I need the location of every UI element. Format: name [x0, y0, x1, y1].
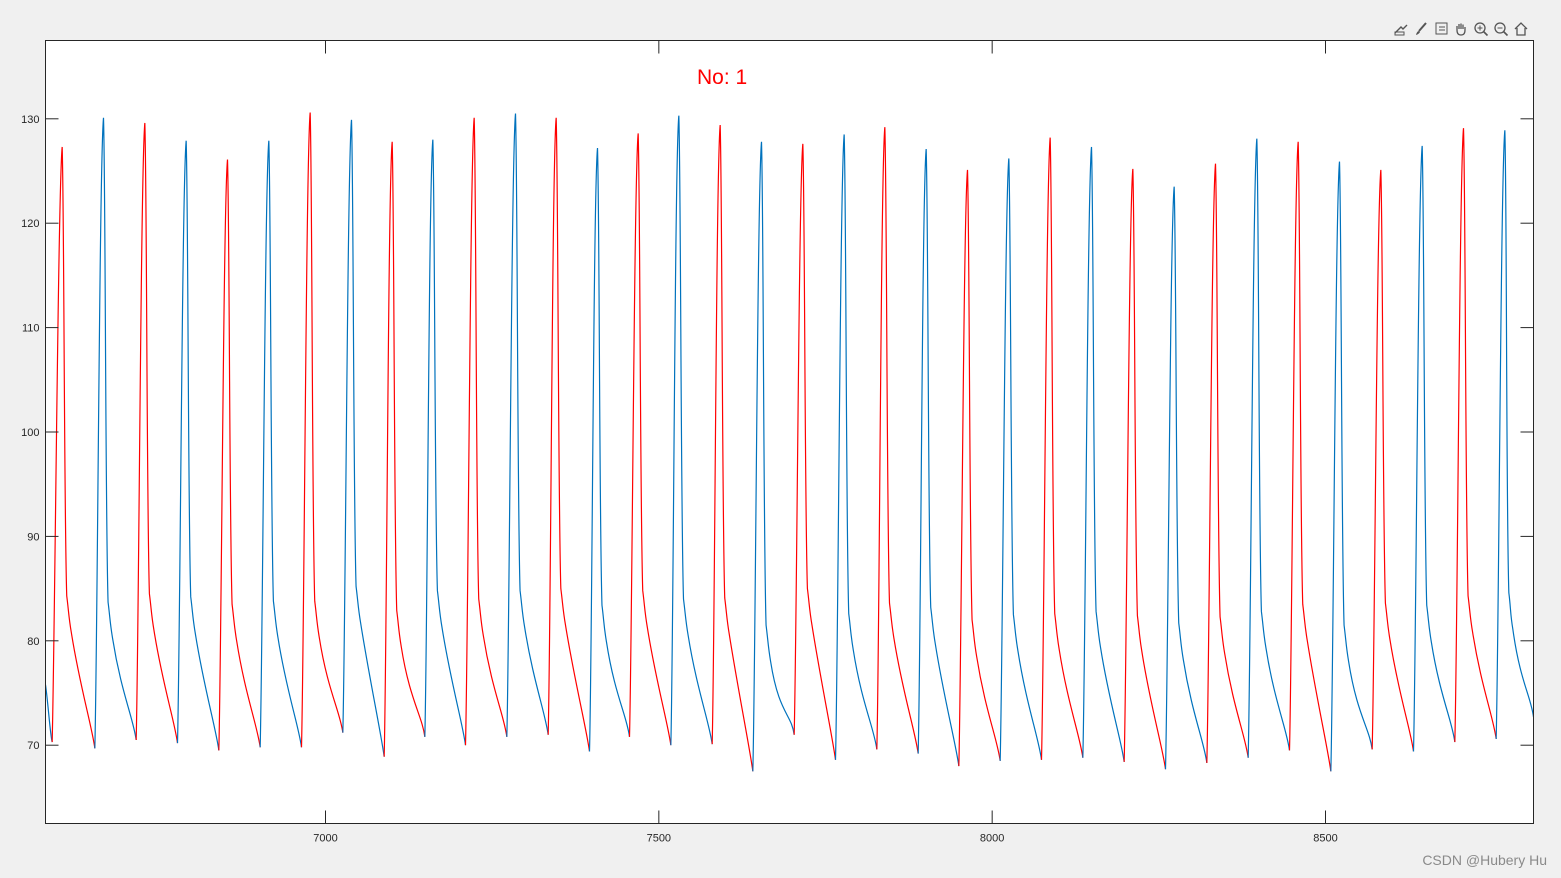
- series-line: [1247, 138, 1291, 758]
- series-line: [793, 143, 837, 760]
- series-line: [218, 159, 261, 751]
- home-button[interactable]: [1512, 19, 1530, 39]
- x-tick-label: 8500: [1313, 833, 1337, 845]
- series-line: [1123, 168, 1167, 770]
- axes-toolbar: [1392, 18, 1530, 40]
- series-line: [1082, 146, 1125, 762]
- series-line: [1040, 137, 1084, 760]
- axes-box: [45, 40, 1534, 824]
- series-line: [51, 146, 96, 749]
- y-tick-label: 80: [27, 636, 39, 648]
- y-tick-label: 90: [27, 531, 39, 543]
- x-tick-label: 7000: [313, 833, 337, 845]
- series-line: [834, 134, 878, 760]
- y-tick-label: 70: [27, 740, 39, 752]
- series-line: [342, 119, 385, 757]
- series-line: [1288, 141, 1332, 772]
- series-line: [1495, 130, 1534, 739]
- series-line: [1412, 145, 1456, 752]
- series-line: [917, 149, 960, 767]
- series-layer: [45, 112, 1534, 772]
- series-line: [1330, 161, 1373, 772]
- chart-title: No: 1: [697, 66, 747, 89]
- series-line: [711, 125, 754, 772]
- pan-icon: [1456, 23, 1466, 36]
- export-icon: [1394, 24, 1408, 36]
- brush-button[interactable]: [1412, 19, 1430, 39]
- brush-icon: [1416, 22, 1427, 35]
- series-line: [1454, 128, 1497, 743]
- x-tick-label: 7500: [647, 833, 671, 845]
- series-line: [876, 127, 919, 754]
- series-line: [958, 169, 1001, 767]
- y-tick-label: 100: [21, 427, 39, 439]
- series-line: [464, 117, 508, 746]
- series-line: [300, 112, 344, 748]
- series-line: [1206, 163, 1249, 763]
- datatip-button[interactable]: [1432, 19, 1450, 39]
- series-line: [999, 158, 1043, 761]
- series-line: [547, 117, 591, 752]
- zoom-in-button[interactable]: [1472, 19, 1490, 39]
- series-line: [94, 117, 137, 749]
- export-button[interactable]: [1392, 19, 1410, 39]
- series-line: [506, 113, 549, 737]
- home-icon: [1514, 22, 1528, 36]
- series-line: [424, 139, 467, 746]
- series-line: [383, 141, 426, 757]
- series-line: [176, 140, 220, 751]
- pan-button[interactable]: [1452, 19, 1470, 39]
- y-tick-label: 130: [21, 114, 39, 126]
- axes-background: [45, 40, 1534, 824]
- watermark: CSDN @Hubery Hu: [1422, 852, 1547, 868]
- y-tick-label: 110: [22, 323, 40, 335]
- x-tick-label: 8000: [980, 833, 1004, 845]
- datatip-icon: [1435, 22, 1448, 35]
- zoom-out-icon: [1494, 22, 1509, 37]
- series-line: [1164, 186, 1208, 770]
- tick-layer: 70 80 90 100 110 120 130 7000 7500 8000 8500: [21, 40, 1534, 845]
- series-line: [588, 147, 631, 752]
- series-line: [1371, 169, 1415, 752]
- y-tick-label: 120: [21, 218, 39, 230]
- series-line: [628, 133, 672, 746]
- zoom-out-button[interactable]: [1492, 19, 1510, 39]
- series-line: [752, 141, 795, 772]
- zoom-in-icon: [1474, 22, 1489, 37]
- series-line: [670, 115, 713, 746]
- series-line: [259, 140, 303, 748]
- series-line: [135, 122, 179, 744]
